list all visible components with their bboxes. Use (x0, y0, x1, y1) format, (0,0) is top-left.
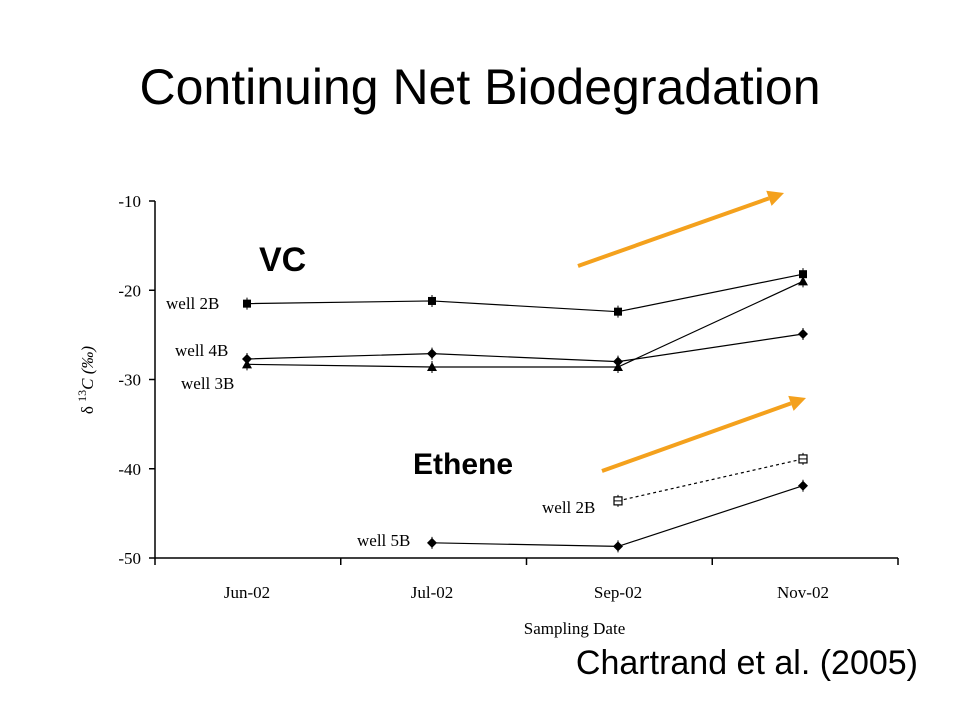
y-tick-label: -50 (118, 549, 141, 568)
data-point (798, 480, 808, 491)
well-label: well 3B (181, 374, 234, 393)
series-line (431, 485, 804, 547)
data-point (799, 270, 807, 279)
axes: -10 -20 -30 -40 -50 Jun-02 Jul-02 Sep-02 Nov-02 S… (75, 192, 899, 638)
x-tick-label: Nov-02 (777, 583, 829, 602)
series-vc-well-3B (242, 275, 808, 374)
series-line (246, 280, 804, 368)
series-line (617, 458, 804, 502)
data-point (242, 359, 252, 369)
y-tick-label: -40 (118, 460, 141, 479)
trend-arrow-vc (577, 190, 784, 268)
y-tick-label: -30 (118, 371, 141, 390)
slide-title: Continuing Net Biodegradation (139, 59, 821, 115)
y-tick-label: -20 (118, 281, 141, 300)
arrow-shaft (601, 401, 792, 473)
data-point (614, 307, 622, 316)
x-tick-label: Sep-02 (594, 583, 642, 602)
data-point (428, 296, 436, 305)
x-tick-label: Jun-02 (224, 583, 270, 602)
arrows-layer (577, 190, 806, 473)
arrow-shaft (577, 196, 770, 268)
group-label-vc: VC (259, 241, 306, 279)
series-layer (242, 268, 808, 553)
arrow-head (788, 395, 806, 411)
y-tick-label: -10 (118, 192, 141, 211)
data-point (613, 541, 623, 552)
series-line (246, 333, 804, 363)
well-label: well 2B (542, 498, 595, 517)
x-tick-label: Jul-02 (411, 583, 454, 602)
data-point (243, 299, 251, 308)
trend-arrow-ethene (601, 395, 806, 473)
x-axis-title: Sampling Date (524, 619, 626, 638)
data-point (427, 362, 437, 372)
well-label: well 5B (357, 531, 410, 550)
arrow-head (766, 190, 784, 206)
series-ethene-well-5B (427, 479, 808, 553)
data-point (798, 328, 808, 339)
series-vc-well-4B (242, 327, 808, 368)
series-ethene-well-2B (613, 452, 808, 507)
series-vc-well-2B (243, 268, 807, 318)
data-point (427, 537, 437, 548)
well-label: well 4B (175, 341, 228, 360)
data-point (613, 362, 623, 372)
well-label: well 2B (166, 294, 219, 313)
group-label-ethene: Ethene (413, 448, 513, 481)
data-point (427, 348, 437, 359)
y-axis-title: δ 13C (‰) (75, 346, 97, 415)
series-line (246, 273, 804, 313)
data-point (798, 276, 808, 286)
citation: Chartrand et al. (2005) (575, 644, 918, 682)
labels-layer: well 2B well 4B well 3B well 2B well 5B VC Eth… (166, 241, 595, 550)
